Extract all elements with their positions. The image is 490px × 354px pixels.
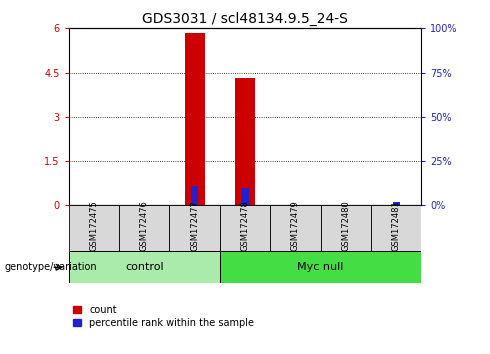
- Bar: [119, 205, 170, 251]
- Bar: [69, 205, 119, 251]
- Bar: [235, 79, 255, 205]
- Bar: [220, 205, 270, 251]
- Bar: [191, 186, 198, 205]
- Bar: [185, 33, 205, 205]
- Bar: [392, 202, 400, 205]
- Text: GSM172480: GSM172480: [342, 201, 350, 251]
- Text: GSM172479: GSM172479: [291, 201, 300, 251]
- Bar: [320, 205, 371, 251]
- Text: GSM172481: GSM172481: [392, 201, 401, 251]
- Text: GSM172475: GSM172475: [89, 201, 98, 251]
- Bar: [242, 188, 248, 205]
- Text: GSM172478: GSM172478: [241, 201, 249, 251]
- Bar: [270, 205, 320, 251]
- Legend: count, percentile rank within the sample: count, percentile rank within the sample: [74, 305, 254, 328]
- Title: GDS3031 / scl48134.9.5_24-S: GDS3031 / scl48134.9.5_24-S: [142, 12, 348, 26]
- Bar: [220, 251, 421, 283]
- Text: GSM172476: GSM172476: [140, 201, 148, 251]
- Text: genotype/variation: genotype/variation: [5, 262, 98, 272]
- Bar: [69, 251, 220, 283]
- Bar: [371, 205, 421, 251]
- Text: GSM172477: GSM172477: [190, 201, 199, 251]
- Text: Myc null: Myc null: [297, 262, 344, 272]
- Bar: [170, 205, 220, 251]
- Text: control: control: [125, 262, 164, 272]
